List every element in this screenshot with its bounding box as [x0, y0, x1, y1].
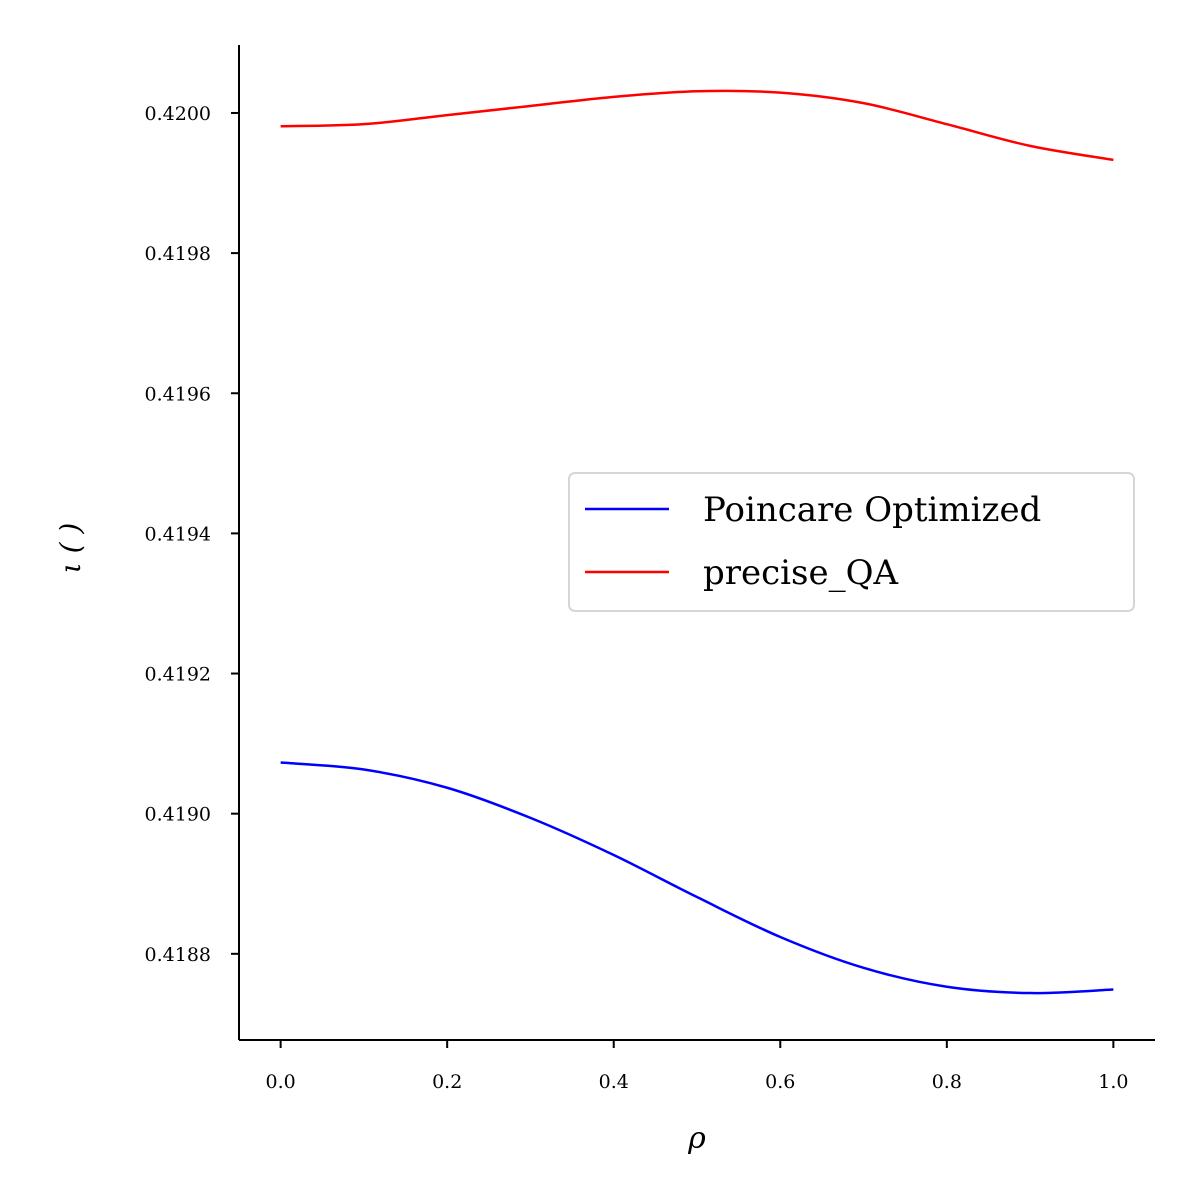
- x-tick-label: 0.4: [599, 1071, 629, 1093]
- x-tick-label: 0.8: [932, 1071, 962, 1093]
- y-tick-label: 0.4200: [145, 103, 211, 125]
- y-tick-label: 0.4192: [145, 664, 211, 686]
- y-tick-label: 0.4190: [145, 804, 211, 826]
- x-axis-label: ρ: [687, 1121, 706, 1156]
- legend-label: precise_QA: [703, 553, 898, 593]
- y-tick-label: 0.4194: [145, 523, 211, 545]
- x-tick-label: 0.6: [765, 1071, 795, 1093]
- line-series: [280, 89, 1114, 162]
- legend-box: [568, 472, 1135, 612]
- y-tick-label: 0.4198: [145, 243, 211, 265]
- x-tick-label: 1.0: [1098, 1071, 1128, 1093]
- x-tick-label: 0.2: [432, 1071, 462, 1093]
- legend: Poincare Optimized precise_QA: [568, 472, 1135, 612]
- legend-label: Poincare Optimized: [703, 490, 1041, 530]
- y-tick-label: 0.4196: [145, 383, 211, 405]
- y-axis-label: ι ( ): [54, 523, 87, 574]
- x-tick-label: 0.0: [266, 1071, 296, 1093]
- y-tick-label: 0.4188: [145, 944, 211, 966]
- line-series: [280, 761, 1114, 995]
